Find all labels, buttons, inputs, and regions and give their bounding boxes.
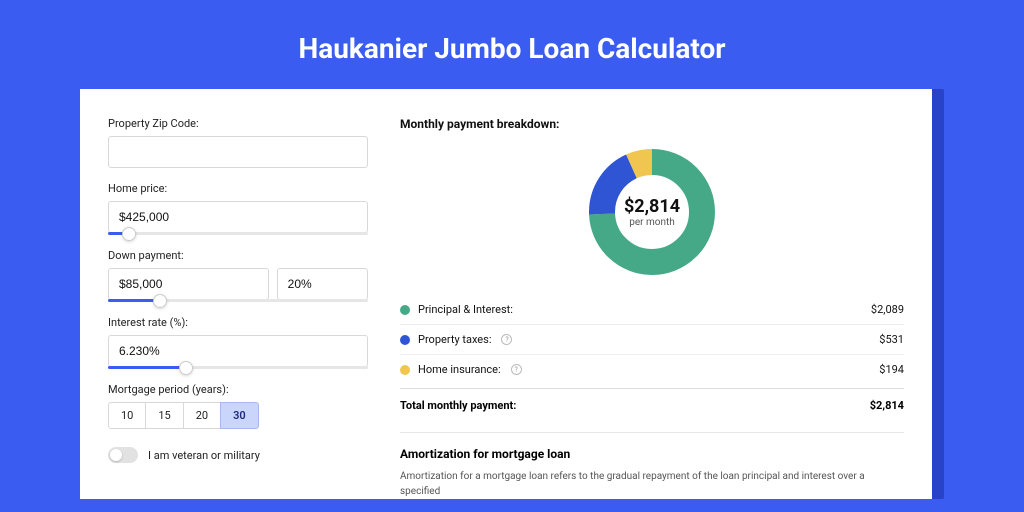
veteran-label: I am veteran or military xyxy=(148,449,260,462)
breakdown-line-2: Home insurance:? $194 xyxy=(400,355,904,384)
donut-center: $2,814 per month xyxy=(587,147,717,277)
mortgage-period-label: Mortgage period (years): xyxy=(108,383,368,396)
veteran-toggle[interactable] xyxy=(108,447,138,463)
amortization-title: Amortization for mortgage loan xyxy=(400,447,904,461)
down-payment-field: Down payment: xyxy=(108,249,368,302)
donut-chart: $2,814 per month xyxy=(587,147,717,277)
mortgage-period-15[interactable]: 15 xyxy=(145,402,183,429)
zip-label: Property Zip Code: xyxy=(108,117,368,130)
interest-rate-input[interactable] xyxy=(108,335,368,367)
breakdown-line-1: Property taxes:? $531 xyxy=(400,325,904,355)
info-icon[interactable]: ? xyxy=(501,334,512,345)
breakdown-panel: Monthly payment breakdown: $2,814 per mo… xyxy=(400,117,904,499)
donut-amount: $2,814 xyxy=(624,196,680,217)
breakdown-item-value: $531 xyxy=(879,333,904,346)
legend-dot xyxy=(400,365,410,375)
form-panel: Property Zip Code: Home price: Down paym… xyxy=(108,117,368,499)
down-payment-input[interactable] xyxy=(108,268,269,300)
interest-rate-label: Interest rate (%): xyxy=(108,316,368,329)
home-price-field: Home price: xyxy=(108,182,368,235)
breakdown-title: Monthly payment breakdown: xyxy=(400,117,904,131)
down-payment-slider[interactable] xyxy=(108,299,368,302)
total-value: $2,814 xyxy=(870,399,904,412)
breakdown-line-0: Principal & Interest: $2,089 xyxy=(400,295,904,325)
mortgage-period-field: Mortgage period (years): 10152030 xyxy=(108,383,368,429)
interest-rate-slider[interactable] xyxy=(108,366,368,369)
mortgage-period-10[interactable]: 10 xyxy=(108,402,146,429)
donut-sub: per month xyxy=(629,217,675,228)
breakdown-item-label: Home insurance: xyxy=(418,363,501,376)
home-price-input[interactable] xyxy=(108,201,368,233)
mortgage-period-20[interactable]: 20 xyxy=(183,402,221,429)
zip-field: Property Zip Code: xyxy=(108,117,368,168)
card-shadow: Property Zip Code: Home price: Down paym… xyxy=(80,89,944,499)
zip-input[interactable] xyxy=(108,136,368,168)
info-icon[interactable]: ? xyxy=(511,364,522,375)
down-payment-label: Down payment: xyxy=(108,249,368,262)
interest-rate-field: Interest rate (%): xyxy=(108,316,368,369)
total-line: Total monthly payment: $2,814 xyxy=(400,388,904,426)
mortgage-period-30[interactable]: 30 xyxy=(220,402,259,429)
down-payment-pct-input[interactable] xyxy=(277,268,368,300)
calculator-card: Property Zip Code: Home price: Down paym… xyxy=(80,89,932,499)
mortgage-period-buttons: 10152030 xyxy=(108,402,368,429)
veteran-row: I am veteran or military xyxy=(108,447,368,463)
page-title: Haukanier Jumbo Loan Calculator xyxy=(0,0,1024,89)
breakdown-item-label: Principal & Interest: xyxy=(418,303,513,316)
breakdown-item-label: Property taxes: xyxy=(418,333,491,346)
legend-dot xyxy=(400,335,410,345)
amortization-section: Amortization for mortgage loan Amortizat… xyxy=(400,432,904,499)
breakdown-item-value: $2,089 xyxy=(871,303,904,316)
breakdown-item-value: $194 xyxy=(879,363,904,376)
amortization-body: Amortization for a mortgage loan refers … xyxy=(400,469,904,499)
total-label: Total monthly payment: xyxy=(400,399,516,412)
home-price-label: Home price: xyxy=(108,182,368,195)
legend-dot xyxy=(400,305,410,315)
home-price-slider[interactable] xyxy=(108,232,368,235)
donut-wrap: $2,814 per month xyxy=(400,143,904,295)
